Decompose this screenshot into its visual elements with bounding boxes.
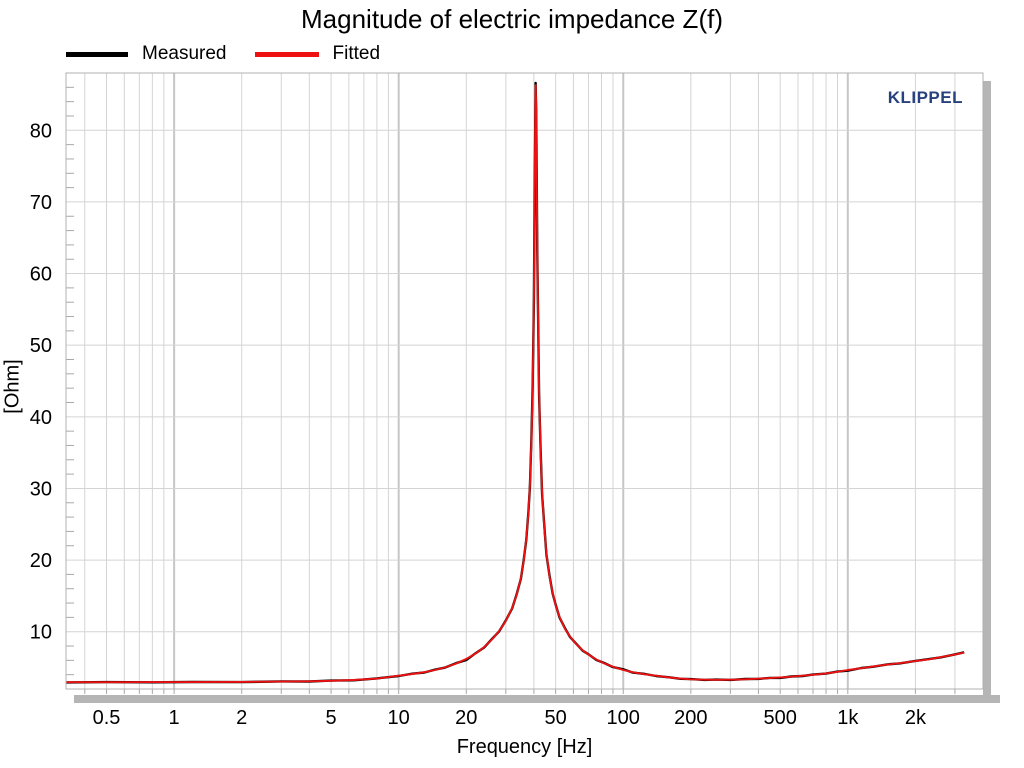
y-tick-label: 80 (30, 120, 52, 142)
chart-legend: Measured Fitted (66, 43, 380, 65)
y-tick-label: 30 (30, 478, 52, 500)
plot-shadow-right (983, 81, 991, 703)
x-tick-label: 200 (674, 707, 707, 729)
x-tick-label: 2k (905, 707, 927, 729)
chart-title: Magnitude of electric impedance Z(f) (301, 4, 723, 34)
y-axis-label: [Ohm] (1, 359, 24, 414)
x-tick-label: 2 (236, 707, 247, 729)
fitted-line (66, 84, 965, 684)
plot-shadow-bottom (74, 695, 1000, 703)
legend-label-fitted: Fitted (332, 43, 381, 64)
y-tick-label: 20 (30, 550, 52, 572)
x-tick-label: 10 (388, 707, 410, 729)
y-tick-label: 40 (30, 407, 52, 429)
y-tick-label: 10 (30, 622, 52, 644)
x-tick-label: 1 (169, 707, 180, 729)
y-tick-label: 50 (30, 335, 52, 357)
fitted-line-swatch (254, 51, 319, 57)
y-tick-label: 60 (30, 264, 52, 286)
x-tick-label: 100 (607, 707, 640, 729)
x-tick-label: 1k (837, 707, 859, 729)
x-tick-label: 5 (326, 707, 337, 729)
x-tick-label: 500 (764, 707, 797, 729)
x-tick-label: 50 (545, 707, 567, 729)
measured-line-swatch (66, 51, 128, 57)
plot-frame (65, 72, 984, 690)
x-tick-label: 20 (455, 707, 477, 729)
x-axis-label: Frequency [Hz] (456, 736, 593, 758)
klippel-watermark: KLIPPEL (887, 88, 963, 107)
plot-background (66, 73, 983, 689)
y-tick-label: 70 (30, 192, 52, 214)
legend-label-measured: Measured (142, 43, 227, 64)
x-tick-label: 0.5 (93, 707, 121, 729)
